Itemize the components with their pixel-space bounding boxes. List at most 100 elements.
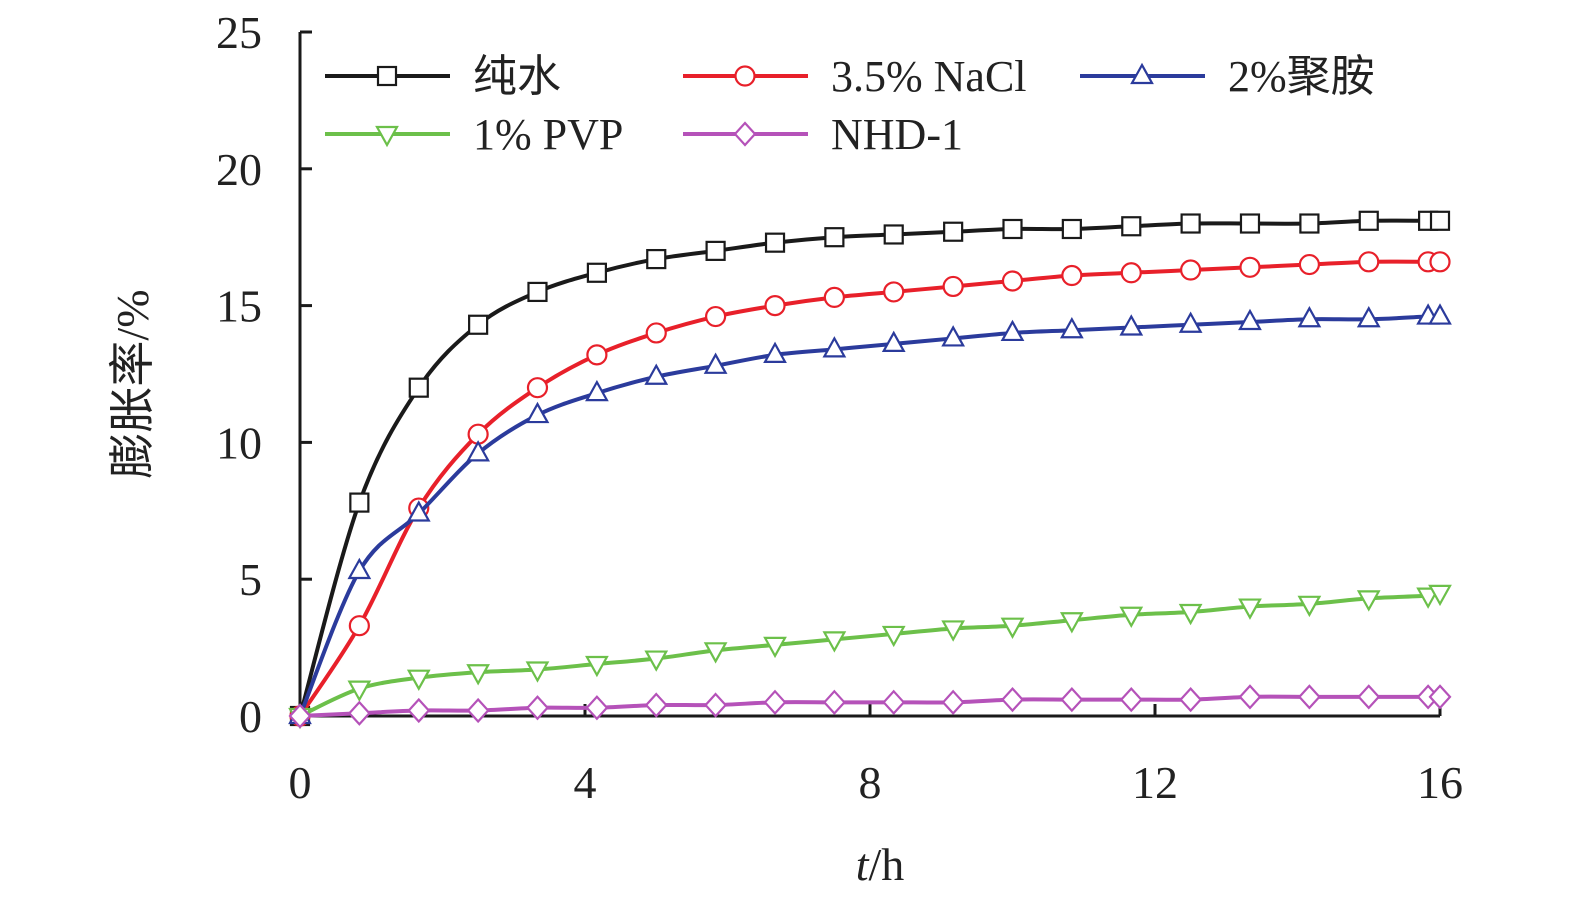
data-point-nacl-3-5 — [348, 615, 370, 637]
data-point-pure-water — [1299, 213, 1320, 234]
data-point-nhd-1 — [466, 697, 490, 724]
data-point-nhd-1 — [763, 689, 787, 715]
legend-marker — [375, 125, 399, 148]
data-point-nacl-3-5 — [645, 322, 667, 344]
legend-item-nhd-1: NHD-1 — [683, 110, 963, 159]
data-point-nacl-3-5 — [586, 344, 608, 366]
series-pure-water — [289, 210, 1451, 727]
data-point-pure-water — [646, 248, 667, 270]
legend-item-pvp-1: 1% PVP — [325, 110, 623, 159]
x-tick-label: 16 — [1417, 757, 1463, 808]
data-point-pure-water — [468, 314, 489, 335]
y-tick-label: 20 — [216, 144, 262, 195]
data-point-nacl-3-5 — [1061, 264, 1083, 287]
data-point-polyamine-2 — [1238, 308, 1262, 331]
legend-item-nacl-3-5: 3.5% NaCl — [683, 52, 1027, 101]
data-point-nhd-1 — [525, 695, 549, 721]
data-point-nhd-1 — [644, 692, 668, 718]
data-point-polyamine-2 — [1000, 319, 1025, 342]
data-point-nacl-3-5 — [823, 286, 845, 308]
legend-label: 2%聚胺 — [1228, 52, 1375, 101]
data-point-pvp-1 — [466, 664, 490, 686]
legend-marker — [376, 65, 398, 87]
data-point-nacl-3-5 — [1180, 259, 1202, 281]
data-point-pure-water — [1180, 213, 1201, 234]
data-point-polyamine-2 — [1356, 306, 1381, 328]
data-point-nacl-3-5 — [883, 281, 905, 303]
data-point-nhd-1 — [882, 689, 906, 715]
y-axis-label: 膨胀率/% — [107, 289, 158, 478]
data-point-polyamine-2 — [1119, 314, 1144, 336]
y-tick-label: 10 — [216, 417, 262, 468]
data-point-pvp-1 — [1428, 584, 1452, 607]
x-axis-label-unit: /h — [869, 839, 905, 890]
legend-label: NHD-1 — [831, 110, 963, 159]
data-point-polyamine-2 — [585, 379, 609, 402]
data-point-pure-water — [883, 224, 904, 245]
x-axis-label-variable: t — [856, 839, 870, 890]
data-point-nhd-1 — [1119, 686, 1143, 713]
data-point-nhd-1 — [288, 703, 312, 729]
data-point-polyamine-2 — [1428, 303, 1452, 325]
data-point-nhd-1 — [1297, 684, 1321, 710]
data-point-pure-water — [349, 492, 370, 513]
data-point-pure-water — [586, 262, 607, 283]
data-point-nacl-3-5 — [705, 305, 727, 328]
legend-label: 1% PVP — [473, 110, 623, 159]
data-point-pure-water — [764, 232, 786, 253]
data-point-pure-water — [408, 377, 429, 398]
data-point-pvp-1 — [822, 631, 847, 653]
data-point-nacl-3-5 — [942, 275, 964, 298]
series-polyamine-2 — [288, 303, 1452, 725]
legend-marker — [1130, 62, 1154, 85]
data-point-polyamine-2 — [941, 325, 966, 347]
data-point-pvp-1 — [1178, 603, 1203, 626]
data-point-nacl-3-5 — [1358, 251, 1380, 273]
data-point-nhd-1 — [347, 700, 371, 726]
data-point-nhd-1 — [941, 689, 965, 715]
series-nacl-3-5 — [289, 251, 1451, 727]
series-line-pure-water — [298, 218, 1440, 717]
x-tick-label: 12 — [1132, 757, 1178, 808]
data-point-pure-water — [1061, 218, 1082, 240]
data-point-pure-water — [824, 227, 845, 248]
data-point-pvp-1 — [644, 650, 669, 672]
data-point-pvp-1 — [1356, 590, 1381, 612]
data-point-pvp-1 — [585, 655, 609, 678]
legend-marker — [733, 121, 757, 147]
data-point-pure-water — [705, 240, 726, 261]
data-point-pvp-1 — [406, 669, 431, 691]
data-point-pvp-1 — [763, 636, 787, 659]
legend: 纯水 3.5% NaCl 2%聚胺 1% PVP NHD-1 — [325, 52, 1375, 159]
data-point-nacl-3-5 — [1298, 253, 1320, 276]
series-nhd-1 — [288, 684, 1452, 729]
axes: 0 5 10 15 20 25 0 4 8 12 16 — [216, 7, 1463, 808]
data-point-pure-water — [943, 221, 964, 242]
data-point-nacl-3-5 — [526, 377, 549, 399]
data-point-pvp-1 — [881, 625, 906, 648]
data-point-polyamine-2 — [644, 363, 669, 385]
series-line-polyamine-2 — [298, 314, 1441, 717]
data-point-pvp-1 — [703, 642, 728, 664]
series-line-nacl-3-5 — [298, 259, 1440, 718]
data-point-pvp-1 — [1238, 598, 1262, 620]
data-point-polyamine-2 — [406, 500, 431, 522]
y-tick-label: 0 — [239, 691, 262, 742]
data-point-nhd-1 — [585, 695, 609, 721]
data-point-nhd-1 — [407, 697, 431, 724]
data-point-nhd-1 — [704, 692, 728, 718]
data-point-pvp-1 — [1000, 617, 1025, 639]
data-point-polyamine-2 — [822, 336, 847, 358]
legend-item-polyamine-2: 2%聚胺 — [1080, 52, 1375, 101]
data-point-pure-water — [1429, 210, 1451, 231]
data-point-polyamine-2 — [1297, 306, 1322, 328]
data-point-nacl-3-5 — [764, 295, 786, 317]
data-point-nhd-1 — [1001, 686, 1024, 713]
data-point-nacl-3-5 — [1429, 251, 1451, 273]
data-point-nhd-1 — [1428, 684, 1452, 710]
data-point-nacl-3-5 — [1239, 256, 1261, 278]
y-tick-label: 15 — [216, 281, 262, 332]
data-point-pvp-1 — [525, 661, 550, 683]
data-point-pvp-1 — [347, 680, 372, 702]
data-point-pure-water — [527, 281, 548, 303]
